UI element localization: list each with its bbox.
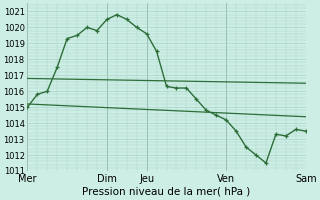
X-axis label: Pression niveau de la mer( hPa ): Pression niveau de la mer( hPa ) <box>83 187 251 197</box>
